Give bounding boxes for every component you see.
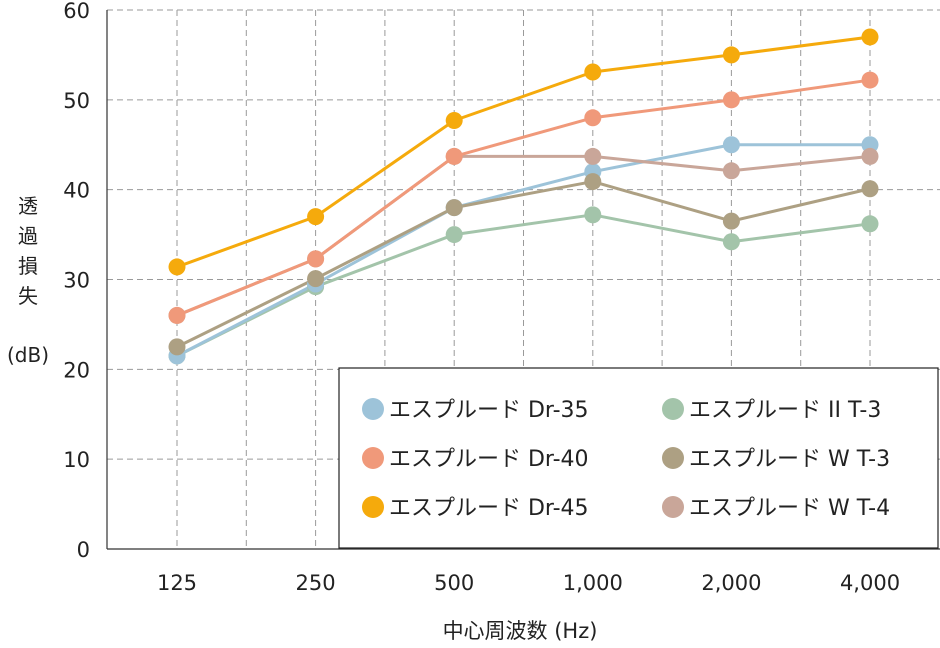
- legend-swatch: [362, 398, 384, 420]
- x-tick-label: 250: [296, 571, 336, 595]
- x-tick-labels: 125 250 500 1,000 2,000 4,000: [157, 571, 900, 595]
- data-point: [307, 250, 325, 268]
- x-tick-label: 2,000: [701, 571, 761, 595]
- legend-label: エスプルード Dr-35: [389, 398, 589, 423]
- y-tick-label: 30: [63, 269, 90, 293]
- data-point: [722, 46, 740, 64]
- data-point: [307, 208, 325, 226]
- series-line: [176, 143, 870, 358]
- data-series: [168, 28, 879, 365]
- y-tick-label: 20: [63, 358, 90, 382]
- data-point: [168, 258, 186, 276]
- legend-swatch: [662, 398, 684, 420]
- series-line: [176, 35, 871, 269]
- data-point: [584, 206, 602, 224]
- data-point: [168, 306, 186, 324]
- data-point: [584, 147, 602, 165]
- data-point: [445, 199, 463, 217]
- legend-swatch: [662, 447, 684, 469]
- series-line: [176, 213, 871, 358]
- data-point: [584, 173, 602, 191]
- legend-swatch: [662, 496, 684, 518]
- y-axis-label-char: 過: [18, 224, 38, 248]
- y-axis-label-char: 失: [18, 284, 38, 308]
- y-tick-label: 0: [77, 538, 90, 562]
- legend-swatch: [362, 496, 384, 518]
- x-tick-label: 4,000: [840, 571, 900, 595]
- data-point: [168, 338, 186, 356]
- series-line: [176, 180, 871, 349]
- y-tick-label: 40: [63, 179, 90, 203]
- data-point: [722, 212, 740, 230]
- x-tick-label: 1,000: [563, 571, 623, 595]
- y-axis-label-char: 損: [18, 254, 38, 278]
- data-point: [861, 136, 879, 154]
- x-tick-label: 125: [157, 571, 197, 595]
- legend-label: エスプルード W T-4: [689, 496, 890, 521]
- y-tick-label: 60: [63, 0, 90, 23]
- y-axis-label-char: 透: [18, 194, 38, 218]
- axes: [106, 10, 940, 550]
- legend-swatch: [362, 447, 384, 469]
- y-tick-labels: 0 10 20 30 40 50 60: [63, 0, 90, 562]
- data-point: [722, 162, 740, 180]
- data-point: [861, 180, 879, 198]
- data-point: [445, 111, 463, 129]
- data-point: [722, 91, 740, 109]
- legend-label: エスプルード Dr-45: [389, 496, 589, 521]
- legend-label: エスプルード Dr-40: [389, 447, 589, 472]
- y-tick-label: 50: [63, 89, 90, 113]
- data-point: [584, 109, 602, 127]
- data-point: [445, 147, 463, 165]
- series-line: [176, 78, 871, 317]
- data-point: [861, 147, 879, 165]
- x-axis-label: 中心周波数 (Hz): [443, 619, 598, 643]
- data-point: [307, 270, 325, 288]
- data-point: [722, 136, 740, 154]
- legend-box: [338, 367, 939, 549]
- data-point: [722, 233, 740, 251]
- data-point: [584, 63, 602, 81]
- data-point: [861, 71, 879, 89]
- legend-label: エスプルード W T-3: [689, 447, 890, 472]
- data-point: [861, 28, 879, 46]
- data-point: [861, 215, 879, 233]
- legend-label: エスプルード II T-3: [689, 398, 881, 423]
- y-tick-label: 10: [63, 448, 90, 472]
- x-tick-label: 500: [434, 571, 474, 595]
- legend: エスプルード Dr-35 エスプルード II T-3 エスプルード Dr-40 エスプ…: [338, 367, 939, 549]
- y-axis-label-char: (dB): [7, 343, 49, 367]
- data-point: [445, 226, 463, 244]
